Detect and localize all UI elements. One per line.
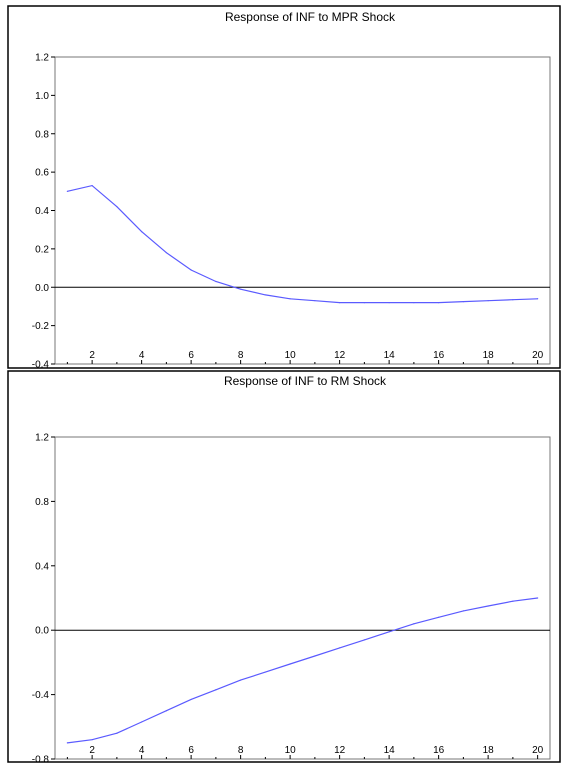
panel-frame (7, 5, 561, 369)
x-tick-label: 16 (433, 350, 445, 361)
data-point (91, 184, 93, 187)
data-point (462, 610, 464, 612)
x-tick-label: 10 (285, 745, 297, 756)
axes: -0.8 -0.4 0.0 0.4 0.8 1.2 2 4 6 8 10 12 14 16 18 20 (32, 433, 550, 764)
series-line (67, 184, 538, 304)
data-point (116, 206, 118, 208)
y-tick-label: 0.6 (35, 168, 49, 179)
x-tick-label: 6 (188, 350, 194, 361)
panel-frame (7, 370, 561, 763)
x-tick-label: 8 (238, 350, 244, 361)
data-point (289, 298, 291, 300)
data-point (240, 288, 242, 290)
y-tick-label: 0.2 (35, 244, 49, 255)
data-point (264, 671, 266, 673)
data-point (66, 190, 68, 192)
y-tick-label: 0.0 (35, 626, 49, 637)
y-tick-label: 1.2 (35, 53, 49, 64)
data-point (314, 655, 316, 657)
y-tick-label: -0.8 (32, 755, 50, 764)
x-tick-label: 2 (89, 350, 95, 361)
data-point (487, 300, 489, 302)
axes: -0.4 -0.2 0.0 0.2 0.4 0.6 0.8 1.0 1.2 2 4 6 8 10 12 14 1… (32, 53, 550, 371)
data-point (165, 252, 167, 254)
data-point (363, 302, 365, 304)
series-marks (66, 184, 539, 304)
data-point (190, 698, 192, 701)
plot-area (54, 436, 551, 760)
data-point (116, 732, 118, 734)
x-tick-label: 10 (285, 350, 297, 361)
data-point (141, 231, 143, 233)
data-point (537, 298, 539, 300)
data-point (413, 623, 415, 625)
y-tick-label: -0.2 (32, 321, 50, 332)
data-point (487, 605, 489, 607)
x-tick-label: 14 (384, 350, 396, 361)
data-point (165, 710, 167, 712)
y-tick-label: 0.4 (35, 206, 49, 217)
data-point (462, 301, 464, 303)
y-tick-label: 0.0 (35, 283, 49, 294)
chart-title: Response of INF to RM Shock (224, 374, 387, 388)
x-tick-label: 20 (532, 745, 544, 756)
data-point (240, 679, 242, 681)
data-point (190, 269, 192, 271)
series-marks (66, 597, 539, 744)
data-point (388, 631, 390, 633)
data-point (363, 639, 365, 641)
x-tick-label: 2 (89, 745, 95, 756)
data-point (215, 689, 217, 691)
x-tick-label: 12 (334, 350, 346, 361)
y-tick-label: 0.4 (35, 561, 49, 572)
chart-panel-mpr: Response of INF to MPR Shock -0.4 -0.2 0.0… (7, 5, 561, 371)
x-tick-label: 4 (139, 745, 145, 756)
data-point (339, 647, 341, 649)
data-point (512, 600, 514, 602)
y-tick-label: -0.4 (32, 690, 50, 701)
y-tick-label: -0.4 (32, 360, 50, 371)
x-tick-label: 14 (384, 745, 396, 756)
data-point (66, 742, 68, 744)
x-tick-label: 18 (483, 350, 495, 361)
series-line (67, 597, 538, 744)
x-tick-label: 20 (532, 350, 544, 361)
data-point (388, 302, 390, 304)
x-tick-label: 8 (238, 745, 244, 756)
x-tick-label: 12 (334, 745, 346, 756)
y-tick-label: 0.8 (35, 129, 49, 140)
data-point (438, 616, 440, 618)
x-tick-label: 16 (433, 745, 445, 756)
data-point (314, 300, 316, 302)
data-point (215, 280, 217, 283)
chart-panel-rm: Response of INF to RM Shock -0.8 -0.4 0.0 0… (7, 370, 561, 764)
x-tick-label: 18 (483, 745, 495, 756)
y-tick-label: 0.8 (35, 497, 49, 508)
data-point (413, 302, 415, 304)
data-point (339, 302, 341, 304)
data-point (289, 663, 291, 665)
data-point (264, 294, 266, 296)
data-point (91, 739, 93, 741)
x-tick-label: 6 (188, 745, 194, 756)
data-point (141, 721, 143, 723)
y-tick-label: 1.2 (35, 433, 49, 444)
y-tick-label: 1.0 (35, 91, 49, 102)
data-point (438, 302, 440, 304)
data-point (537, 597, 539, 599)
x-tick-label: 4 (139, 350, 145, 361)
data-point (512, 299, 514, 301)
chart-title: Response of INF to MPR Shock (225, 10, 396, 24)
